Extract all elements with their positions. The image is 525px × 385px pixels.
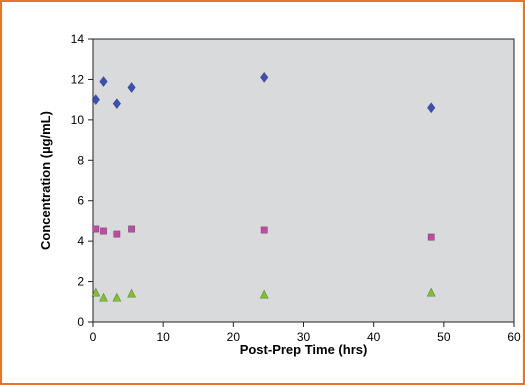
x-tick-label: 10: [156, 330, 170, 344]
axis-ticks: 0 2 4 6 8 10 12 14 0 10 20 30 40 50 60: [71, 32, 521, 344]
y-tick-label: 8: [77, 153, 84, 167]
y-tick-label: 14: [71, 32, 85, 46]
series-1-point-3: [112, 98, 122, 110]
series-2-point-3: [113, 230, 121, 238]
series-2-point-6: [427, 233, 435, 241]
series-2-point-4: [128, 225, 136, 233]
x-tick-label: 0: [90, 330, 97, 344]
x-tick-label: 60: [507, 330, 521, 344]
x-tick-label: 20: [227, 330, 241, 344]
y-tick-label: 12: [71, 72, 85, 86]
series-3-point-1: [91, 287, 101, 297]
series-1-point-1: [91, 94, 100, 106]
x-tick-label: 50: [437, 330, 451, 344]
series-1-point-6: [427, 102, 436, 114]
x-axis-title: Post-Prep Time (hrs): [240, 342, 368, 357]
series-2-point-5: [260, 226, 268, 234]
series-2-point-1: [92, 225, 100, 233]
y-tick-label: 4: [77, 234, 84, 248]
series-3-point-2: [99, 292, 109, 302]
series-2-point-2: [100, 227, 108, 235]
y-tick-label: 2: [77, 275, 84, 289]
series-3-point-6: [426, 287, 436, 297]
plot-area: [92, 38, 515, 323]
y-tick-label: 6: [77, 194, 84, 208]
x-tick-label: 30: [297, 330, 311, 344]
series-1-point-4: [127, 82, 136, 94]
series-3-point-3: [112, 292, 122, 302]
y-tick-label: 0: [77, 315, 84, 329]
series-3-point-5: [259, 289, 269, 299]
data-points: [91, 71, 436, 302]
series-3-point-4: [127, 288, 137, 298]
y-axis-title: Concentration (µg/mL): [38, 111, 53, 250]
series-1-point-5: [260, 71, 269, 83]
x-tick-label: 40: [367, 330, 381, 344]
y-tick-label: 10: [71, 113, 85, 127]
series-1-point-2: [99, 75, 108, 87]
